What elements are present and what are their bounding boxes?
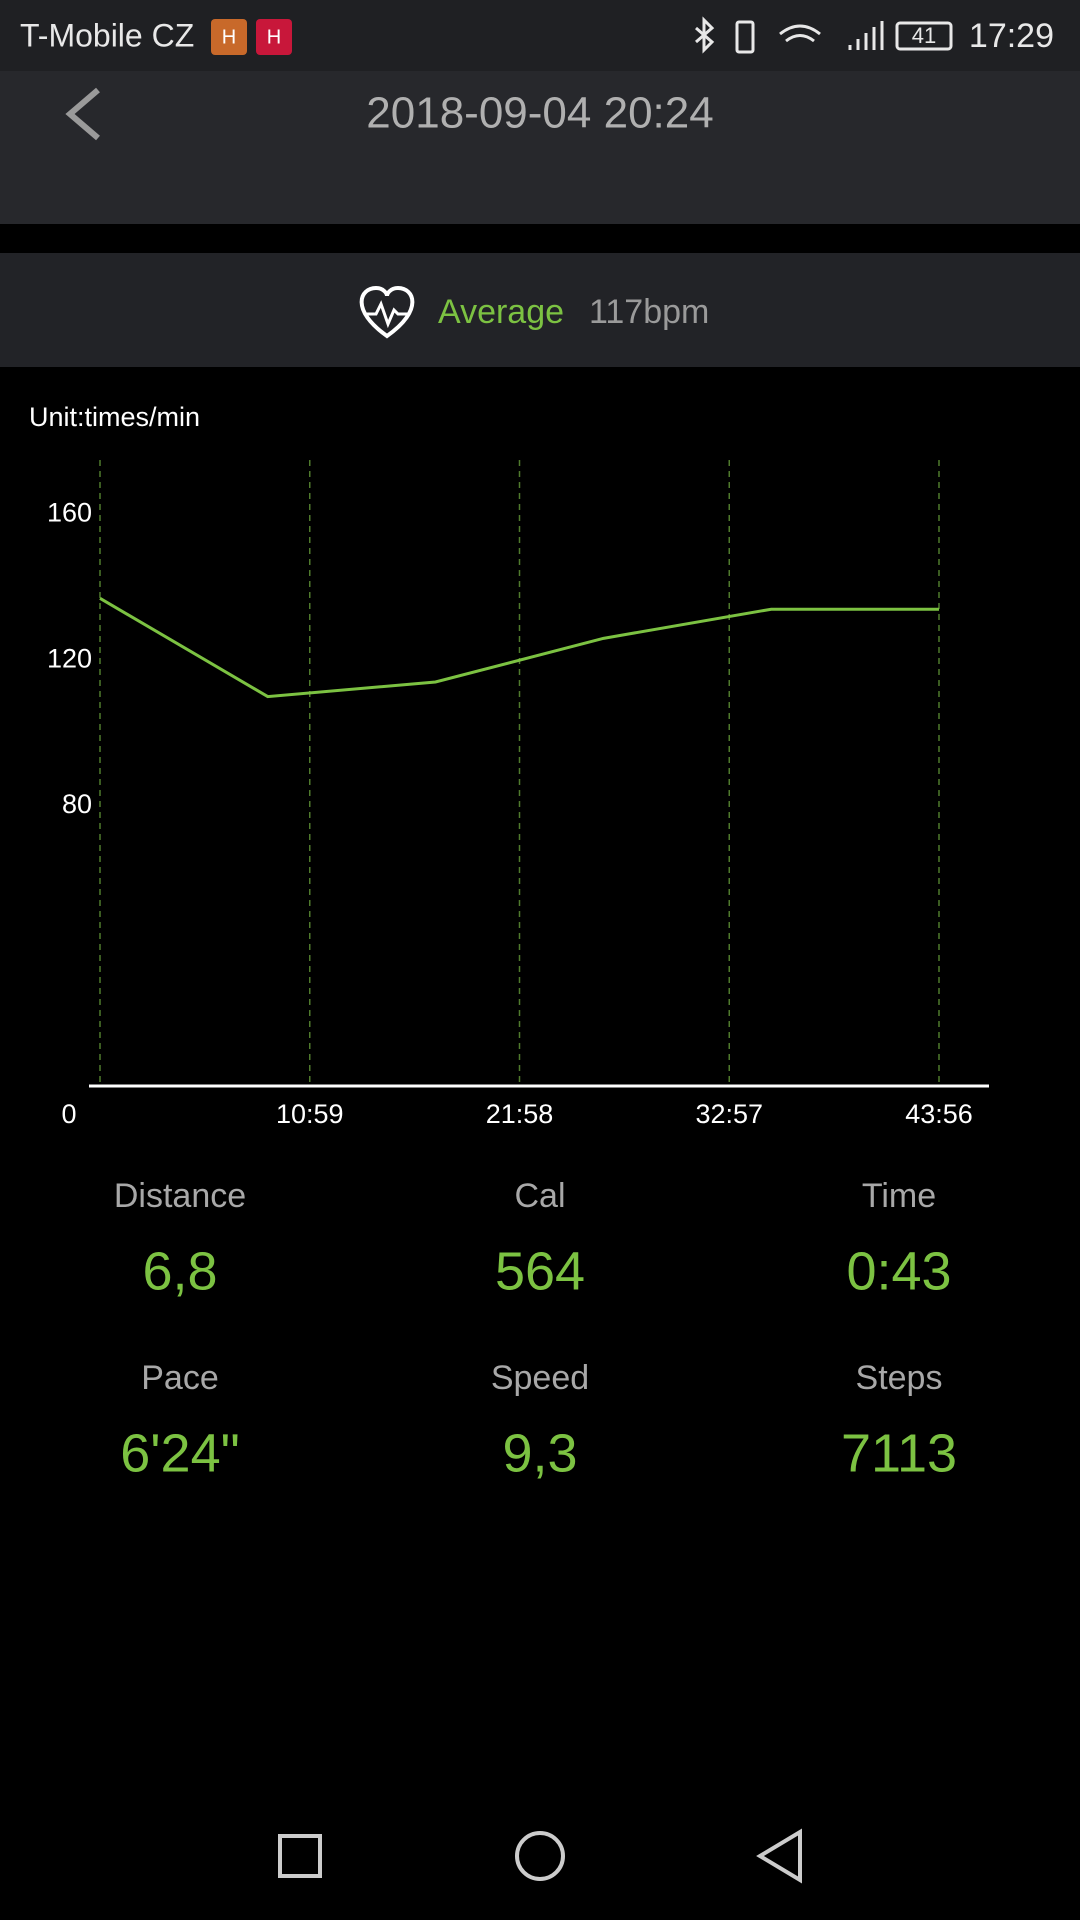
back-button[interactable] — [65, 87, 100, 141]
y-tick-label: 120 — [47, 643, 92, 673]
stat-label: Distance — [114, 1177, 246, 1215]
carrier: T-Mobile CZ — [20, 17, 194, 53]
x-tick-label: 0 — [61, 1099, 76, 1129]
y-tick-label: 160 — [47, 498, 92, 528]
pulse-icon — [366, 300, 408, 329]
stat-value: 6,8 — [142, 1241, 217, 1301]
summary-bar — [0, 253, 1080, 367]
status-icons — [695, 16, 953, 54]
signal-icon — [848, 21, 884, 50]
chart: 0 10:59 21:58 32:57 43:56 80 120 160 — [47, 460, 989, 1129]
back-nav-button[interactable] — [756, 1828, 802, 1884]
header-title: 2018-09-04 20:24 — [366, 89, 713, 138]
badge — [211, 19, 247, 55]
stat-value: 9,3 — [502, 1423, 577, 1483]
badge-text: H — [267, 26, 281, 48]
summary-label: Average — [438, 293, 564, 331]
bluetooth-icon — [695, 16, 715, 54]
heart-icon — [359, 285, 415, 339]
x-tick-label: 21:58 — [486, 1099, 554, 1129]
recent-apps-button[interactable] — [278, 1834, 322, 1878]
y-tick-label: 80 — [62, 789, 92, 819]
x-tick-label: 10:59 — [276, 1099, 344, 1129]
battery-icon — [895, 21, 953, 51]
stat-label: Speed — [491, 1359, 589, 1397]
stat-value: 7113 — [841, 1423, 957, 1483]
home-button[interactable] — [515, 1831, 565, 1881]
x-tick-label: 32:57 — [695, 1099, 763, 1129]
stat-label: Steps — [856, 1359, 943, 1397]
stats-grid: Distance 6,8 Cal 564 Time 0:43 Pace 6'24" Speed 9… — [114, 1177, 957, 1483]
stat-value: 0:43 — [846, 1241, 951, 1301]
clock: 17:29 — [969, 17, 1054, 55]
data-line — [99, 597, 939, 699]
stat-label: Pace — [141, 1359, 219, 1397]
header — [0, 71, 1080, 224]
vibrate-icon — [735, 20, 755, 54]
summary-value: 117bpm — [589, 293, 709, 331]
x-tick-label: 43:56 — [905, 1099, 973, 1129]
badge-text: H — [222, 26, 236, 48]
stat-value: 6'24" — [120, 1423, 240, 1483]
badge — [256, 19, 292, 55]
stat-label: Time — [862, 1177, 936, 1215]
battery-level: 41 — [912, 23, 936, 48]
status-bar — [0, 0, 1080, 71]
unit-label: Unit:times/min — [29, 402, 200, 432]
stat-value: 564 — [495, 1241, 585, 1301]
stat-label: Cal — [514, 1177, 565, 1215]
wifi-icon — [779, 24, 821, 43]
